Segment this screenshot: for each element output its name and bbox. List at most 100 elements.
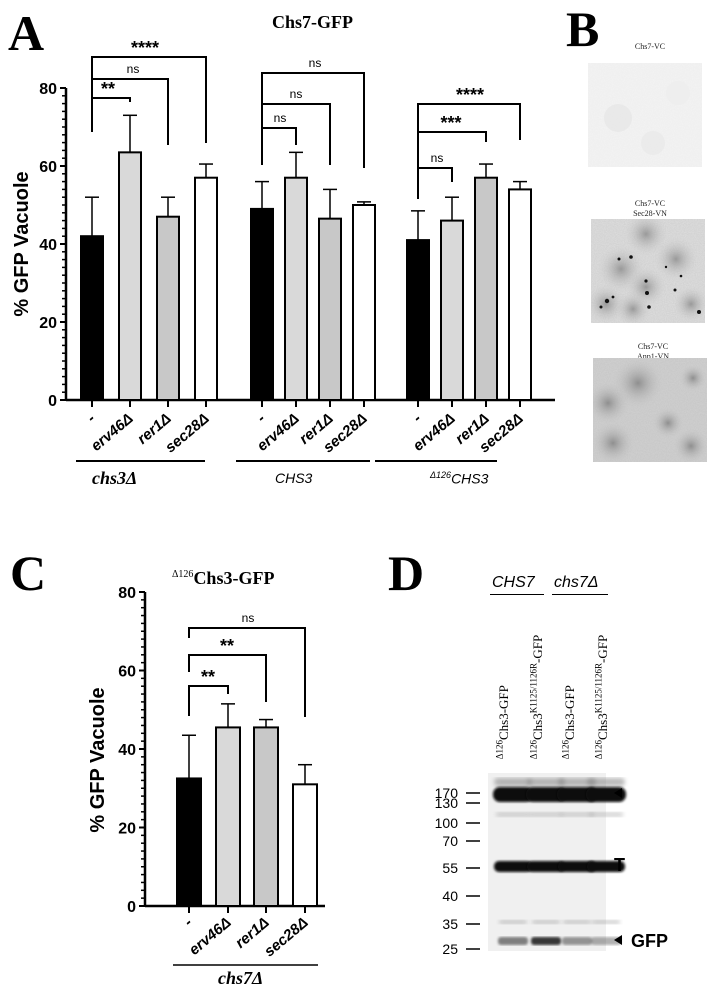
group-label-chs7-delta: chs7Δ <box>218 968 264 988</box>
bar <box>284 176 308 401</box>
y-tick-label: 0 <box>127 899 136 916</box>
y-tick-label: 40 <box>118 742 136 759</box>
group-label-delta126-chs3: Δ126CHS3 <box>430 470 489 487</box>
significance-label: ** <box>220 636 234 656</box>
bar <box>80 235 104 401</box>
band-t <box>558 861 596 872</box>
micro-label-2: Chs7-VC Sec28-VN <box>633 199 667 218</box>
x-tick-label: - <box>84 410 99 426</box>
significance-label: ns <box>431 151 444 165</box>
group-label-chs3: CHS3 <box>275 470 313 486</box>
significance-label: ns <box>290 87 303 101</box>
y-tick-label: 20 <box>118 821 136 838</box>
significance-bracket <box>261 127 297 165</box>
bar <box>118 151 142 401</box>
significance-bracket <box>417 167 453 199</box>
mw-marker-label: 55 <box>442 860 458 876</box>
mw-marker-label: 70 <box>442 833 458 849</box>
band-chs3 <box>526 787 566 802</box>
bar <box>292 783 318 908</box>
strain-header-underline <box>490 594 544 595</box>
x-tick-label: erv46Δ <box>88 410 137 455</box>
delta126-superscript: Δ126 <box>172 569 194 580</box>
bar <box>474 176 498 401</box>
bar <box>156 215 180 401</box>
delta126-superscript: Δ126 <box>430 470 452 480</box>
significance-label: ns <box>127 62 140 76</box>
y-tick-label: 60 <box>118 664 136 681</box>
bar <box>508 188 532 401</box>
y-tick-label: 80 <box>118 585 136 602</box>
significance-label: ** <box>101 79 115 99</box>
significance-label: ns <box>274 111 287 125</box>
mw-marker-label: 40 <box>442 888 458 904</box>
mw-marker-label: 25 <box>442 941 458 957</box>
x-tick-label: erv46Δ <box>186 914 235 959</box>
bar <box>253 726 279 907</box>
micro-label-3: Chs7-VC Anp1-VN <box>637 342 669 361</box>
y-tick-label: 60 <box>39 159 57 176</box>
band-gfp <box>562 937 592 945</box>
micro-label-1: Chs7-VC <box>634 42 666 51</box>
panel-c-title: Δ126Chs3-GFP <box>172 568 275 588</box>
bar <box>406 239 430 401</box>
micro-image-chs7-vc-sec28-vn <box>591 219 705 323</box>
x-tick-label: - <box>410 410 425 426</box>
significance-bracket <box>91 56 207 143</box>
significance-label: **** <box>131 38 159 58</box>
x-tick-label: - <box>254 410 269 426</box>
band-gfp <box>498 937 528 945</box>
band-chs3 <box>586 787 626 802</box>
band-t <box>527 861 565 872</box>
bar <box>215 726 241 907</box>
x-tick-label: sec28Δ <box>162 410 213 456</box>
bar <box>440 219 464 401</box>
significance-label: ** <box>201 667 215 687</box>
y-tick-label: 0 <box>48 393 57 410</box>
significance-bracket <box>417 103 521 199</box>
band-label-t: T <box>614 855 625 875</box>
x-tick-label: - <box>181 914 196 930</box>
panel-letter-c: C <box>10 545 47 601</box>
significance-bracket <box>188 685 229 716</box>
micro-image-chs7-vc-anp1-vn <box>593 358 707 462</box>
panel-letter-d: D <box>388 545 425 601</box>
significance-bracket <box>188 654 267 702</box>
micro-image-chs7-vc <box>588 63 702 167</box>
arrowhead-icon <box>614 788 622 798</box>
significance-bracket <box>188 627 306 717</box>
band-gfp <box>591 937 621 945</box>
arrowhead-icon <box>614 935 622 945</box>
y-tick-label: 40 <box>39 237 57 254</box>
x-tick-label: sec28Δ <box>261 914 312 960</box>
bar <box>352 204 376 401</box>
y-axis-label: % GFP Vacuole <box>87 687 109 832</box>
significance-label: ns <box>309 56 322 70</box>
significance-bracket <box>91 97 131 132</box>
group-label-chs3-delta: chs3Δ <box>92 468 138 488</box>
strain-header-chs7: CHS7 <box>492 574 535 591</box>
mw-marker-label: 170 <box>435 785 459 801</box>
band-t <box>494 861 532 872</box>
panel-letter-b: B <box>566 1 600 57</box>
mw-marker-label: 100 <box>435 815 459 831</box>
strain-header-chs7-delta: chs7Δ <box>554 574 599 591</box>
y-tick-label: 80 <box>39 81 57 98</box>
band-chs3 <box>493 787 533 802</box>
panel-letter-a: A <box>8 5 45 61</box>
mw-marker-label: 35 <box>442 916 458 932</box>
band-label-gfp: GFP <box>631 931 668 951</box>
significance-label: *** <box>440 113 461 133</box>
bar <box>194 176 218 401</box>
significance-label: **** <box>456 85 484 105</box>
mw-marker-label: 130 <box>435 795 459 811</box>
y-tick-label: 20 <box>39 315 57 332</box>
bar <box>250 207 274 401</box>
significance-label: ns <box>242 611 255 625</box>
bar <box>176 777 202 907</box>
significance-bracket <box>261 72 365 168</box>
band-gfp <box>531 937 561 945</box>
